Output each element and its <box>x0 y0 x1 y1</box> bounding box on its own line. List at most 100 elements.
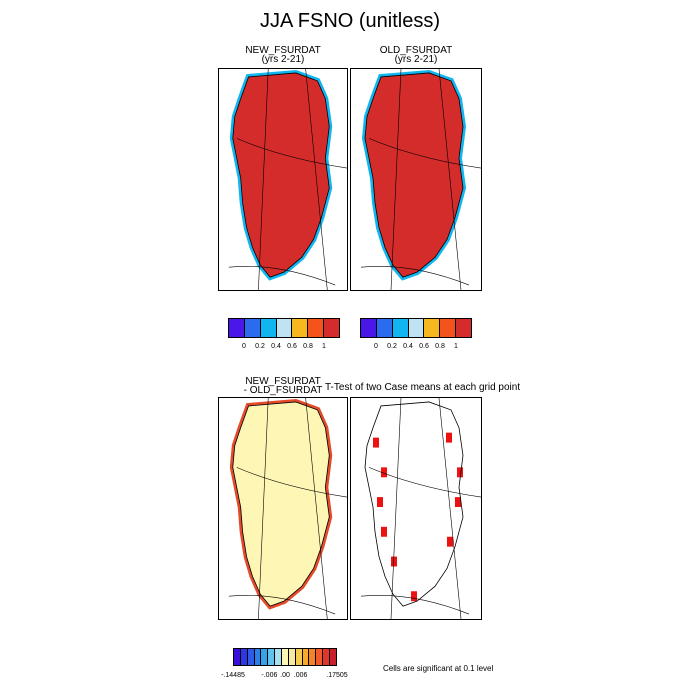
colorbar-tick-label: 0 <box>374 343 378 350</box>
colorbar-swatch <box>288 649 296 665</box>
colorbar-tick-label: 1 <box>322 343 326 350</box>
colorbar-swatch <box>308 319 325 337</box>
significant-cell <box>381 526 387 537</box>
panel-title-diff: NEW_FSURDAT - OLD_FSURDAT <box>218 376 348 396</box>
colorbar-swatch <box>323 649 331 665</box>
panel-title-old: OLD_FSURDAT (yrs 2-21) <box>350 45 482 65</box>
colorbar-tick-label: 0.2 <box>387 343 397 350</box>
colorbar-swatch <box>268 649 276 665</box>
colorbar-swatch <box>254 649 262 665</box>
map-difference <box>218 397 348 620</box>
colorbar-swatch <box>234 649 241 665</box>
significant-cell <box>411 591 417 602</box>
latitude-line <box>228 266 336 286</box>
longitude-line <box>305 398 328 619</box>
map-new-svg <box>228 69 347 290</box>
longitude-line <box>438 69 462 290</box>
colorbar-swatch <box>229 319 245 337</box>
colorbar-swatch <box>316 649 324 665</box>
colorbar-swatch <box>456 319 472 337</box>
colorbar-old <box>360 318 472 338</box>
significant-cell <box>373 437 379 448</box>
colorbar-tick-label: 0.4 <box>403 343 413 350</box>
map-diff-svg <box>228 398 347 619</box>
panel-title-new-line2: (yrs 2-21) <box>261 54 305 65</box>
significant-cell <box>377 497 383 508</box>
coastline <box>364 72 464 278</box>
significance-note: Cells are significant at 0.1 level <box>383 664 494 673</box>
panel-title-new-line1: NEW_FSURDAT <box>245 45 321 56</box>
significant-cell <box>391 556 397 567</box>
colorbar-swatch <box>330 649 336 665</box>
colorbar-swatch <box>302 649 310 665</box>
latitude-line <box>236 467 347 498</box>
significant-cell <box>447 536 453 547</box>
colorbar-swatch <box>244 319 261 337</box>
colorbar-swatch <box>240 649 248 665</box>
difference-interior <box>232 401 330 607</box>
longitude-line <box>390 398 402 619</box>
colorbar-new <box>228 318 340 338</box>
significant-cell <box>457 467 463 478</box>
colorbar-swatch <box>275 649 283 665</box>
colorbar-tick-label: -.006 <box>261 672 278 679</box>
colorbar-tick-label: 0.6 <box>419 343 429 350</box>
map-ttest-svg <box>360 398 481 619</box>
colorbar-new-labels: 0 0.2 0.4 0.6 0.8 1 <box>228 343 340 353</box>
panel-title-diff-line1: NEW_FSURDAT <box>245 376 321 387</box>
colorbar-tick-label: 0.6 <box>287 343 297 350</box>
map-old-fsurdat <box>350 68 482 291</box>
latitude-line <box>360 266 470 286</box>
colorbar-tick-label: 1 <box>454 343 458 350</box>
colorbar-swatch <box>247 649 255 665</box>
coastline <box>232 72 330 278</box>
colorbar-tick-label: -.14485 <box>221 672 245 679</box>
colorbar-swatch <box>261 649 269 665</box>
panel-title-new: NEW_FSURDAT (yrs 2-21) <box>218 45 348 65</box>
longitude-line <box>438 398 462 619</box>
colorbar-swatch <box>361 319 377 337</box>
panel-title-old-line2: (yrs 2-21) <box>394 54 438 65</box>
colorbar-swatch <box>292 319 309 337</box>
ice-sheet <box>232 72 330 278</box>
longitude-line <box>258 69 269 290</box>
coastline <box>232 401 330 607</box>
longitude-line <box>258 398 269 619</box>
latitude-line <box>360 595 470 615</box>
significant-cell <box>381 467 387 478</box>
latitude-line <box>368 138 481 169</box>
panel-title-diff-line2: - OLD_FSURDAT <box>243 385 323 396</box>
colorbar-tick-label: .00 <box>280 672 290 679</box>
colorbar-diff-labels: -.14485 -.006.00.006 .17505 <box>221 672 348 682</box>
ice-sheet <box>365 72 463 278</box>
colorbar-swatch <box>282 649 289 665</box>
latitude-line <box>228 595 336 615</box>
longitude-line <box>305 69 328 290</box>
colorbar-tick-label: 0.2 <box>255 343 265 350</box>
colorbar-tick-label: .006 <box>293 672 308 679</box>
significant-cell <box>455 497 461 508</box>
colorbar-tick-label: .17505 <box>326 672 348 679</box>
longitude-line <box>390 69 402 290</box>
colorbar-swatch <box>408 319 425 337</box>
significant-cell <box>446 432 452 443</box>
colorbar-swatch <box>324 319 340 337</box>
coastline <box>364 401 464 607</box>
colorbar-swatch <box>309 649 317 665</box>
latitude-line <box>368 467 481 498</box>
colorbar-swatch <box>424 319 441 337</box>
colorbar-swatch <box>295 649 303 665</box>
colorbar-swatch <box>392 319 409 337</box>
colorbar-tick-label: 0 <box>242 343 246 350</box>
figure-title: JJA FSNO (unitless) <box>259 10 441 32</box>
colorbar-swatch <box>260 319 277 337</box>
map-old-svg <box>360 69 481 290</box>
colorbar-swatch <box>276 319 293 337</box>
colorbar-old-labels: 0 0.2 0.4 0.6 0.8 1 <box>360 343 472 353</box>
colorbar-swatch <box>376 319 393 337</box>
colorbar-tick-label: 0.8 <box>303 343 313 350</box>
colorbar-swatch <box>440 319 457 337</box>
map-new-fsurdat <box>218 68 348 291</box>
map-ttest <box>350 397 482 620</box>
panel-title-old-line1: OLD_FSURDAT <box>379 45 453 56</box>
